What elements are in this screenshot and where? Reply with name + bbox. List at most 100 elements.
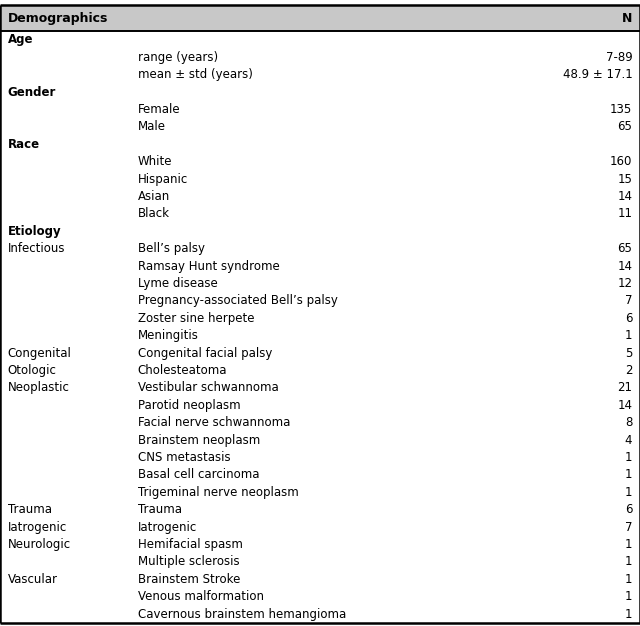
Text: Brainstem Stroke: Brainstem Stroke — [138, 573, 240, 586]
Bar — [0, 588, 640, 605]
Bar — [0, 66, 640, 83]
Bar — [0, 362, 640, 379]
Text: 135: 135 — [610, 103, 632, 116]
Text: Iatrogenic: Iatrogenic — [138, 521, 197, 534]
Bar — [0, 501, 640, 518]
Text: 1: 1 — [625, 573, 632, 586]
Text: Multiple sclerosis: Multiple sclerosis — [138, 555, 239, 568]
Bar — [0, 397, 640, 414]
Text: 1: 1 — [625, 590, 632, 603]
Text: 7-89: 7-89 — [605, 51, 632, 64]
Text: Trigeminal nerve neoplasm: Trigeminal nerve neoplasm — [138, 486, 298, 499]
Bar — [0, 170, 640, 188]
Text: 1: 1 — [625, 486, 632, 499]
Bar — [0, 257, 640, 275]
Bar — [0, 153, 640, 170]
Text: Vestibular schwannoma: Vestibular schwannoma — [138, 381, 278, 394]
Text: Gender: Gender — [8, 86, 56, 99]
Text: Hispanic: Hispanic — [138, 173, 188, 186]
Text: Trauma: Trauma — [8, 503, 52, 516]
Text: 160: 160 — [610, 155, 632, 168]
Text: Female: Female — [138, 103, 180, 116]
Text: 14: 14 — [618, 399, 632, 412]
Text: 1: 1 — [625, 329, 632, 342]
Text: Demographics: Demographics — [8, 12, 108, 24]
Bar — [0, 449, 640, 466]
Text: Neoplastic: Neoplastic — [8, 381, 70, 394]
Text: 15: 15 — [618, 173, 632, 186]
Text: Meningitis: Meningitis — [138, 329, 198, 342]
Text: 1: 1 — [625, 468, 632, 481]
Text: Congenital facial palsy: Congenital facial palsy — [138, 347, 272, 360]
Text: Bell’s palsy: Bell’s palsy — [138, 242, 205, 255]
Text: Black: Black — [138, 207, 170, 220]
Text: Cholesteatoma: Cholesteatoma — [138, 364, 227, 377]
Text: 6: 6 — [625, 503, 632, 516]
Text: Congenital: Congenital — [8, 347, 72, 360]
Bar — [0, 83, 640, 101]
Text: Asian: Asian — [138, 190, 170, 203]
Text: CNS metastasis: CNS metastasis — [138, 451, 230, 464]
Bar — [0, 188, 640, 205]
Text: Basal cell carcinoma: Basal cell carcinoma — [138, 468, 259, 481]
Bar — [0, 484, 640, 501]
Text: 48.9 ± 17.1: 48.9 ± 17.1 — [563, 68, 632, 81]
Text: 14: 14 — [618, 260, 632, 273]
Bar — [0, 553, 640, 571]
Text: 14: 14 — [618, 190, 632, 203]
Bar — [0, 31, 640, 49]
Bar — [0, 536, 640, 553]
Text: 1: 1 — [625, 555, 632, 568]
Bar — [0, 344, 640, 362]
Bar — [0, 327, 640, 344]
Bar — [0, 292, 640, 310]
Text: range (years): range (years) — [138, 51, 218, 64]
Text: 1: 1 — [625, 608, 632, 620]
Text: Pregnancy-associated Bell’s palsy: Pregnancy-associated Bell’s palsy — [138, 294, 337, 307]
Bar — [0, 379, 640, 397]
Text: Age: Age — [8, 34, 33, 46]
Text: Ramsay Hunt syndrome: Ramsay Hunt syndrome — [138, 260, 279, 273]
Bar — [0, 310, 640, 327]
Text: White: White — [138, 155, 172, 168]
Text: 2: 2 — [625, 364, 632, 377]
Text: N: N — [622, 12, 632, 24]
Bar — [0, 136, 640, 153]
Text: Etiology: Etiology — [8, 225, 61, 238]
Text: Brainstem neoplasm: Brainstem neoplasm — [138, 434, 260, 447]
Bar — [0, 223, 640, 240]
Text: Hemifacial spasm: Hemifacial spasm — [138, 538, 243, 551]
Bar — [0, 275, 640, 292]
Text: 65: 65 — [618, 242, 632, 255]
Text: 12: 12 — [618, 277, 632, 290]
Text: 1: 1 — [625, 538, 632, 551]
Text: 11: 11 — [618, 207, 632, 220]
Text: 1: 1 — [625, 451, 632, 464]
Bar — [0, 240, 640, 257]
Text: Parotid neoplasm: Parotid neoplasm — [138, 399, 240, 412]
Text: Venous malformation: Venous malformation — [138, 590, 264, 603]
Text: Neurologic: Neurologic — [8, 538, 71, 551]
Text: 6: 6 — [625, 312, 632, 325]
Text: Zoster sine herpete: Zoster sine herpete — [138, 312, 254, 325]
Bar — [0, 101, 640, 118]
Bar — [0, 466, 640, 484]
Text: Infectious: Infectious — [8, 242, 65, 255]
Text: 65: 65 — [618, 120, 632, 133]
Text: mean ± std (years): mean ± std (years) — [138, 68, 252, 81]
Text: 7: 7 — [625, 521, 632, 534]
Text: 4: 4 — [625, 434, 632, 447]
Text: 7: 7 — [625, 294, 632, 307]
Bar — [0, 571, 640, 588]
Text: Trauma: Trauma — [138, 503, 182, 516]
Bar — [0, 431, 640, 449]
Text: Otologic: Otologic — [8, 364, 56, 377]
Text: Vascular: Vascular — [8, 573, 58, 586]
Text: Iatrogenic: Iatrogenic — [8, 521, 67, 534]
Text: Male: Male — [138, 120, 166, 133]
Text: Cavernous brainstem hemangioma: Cavernous brainstem hemangioma — [138, 608, 346, 620]
Bar — [0, 518, 640, 536]
Bar — [0, 5, 640, 31]
Text: 5: 5 — [625, 347, 632, 360]
Bar — [0, 605, 640, 623]
